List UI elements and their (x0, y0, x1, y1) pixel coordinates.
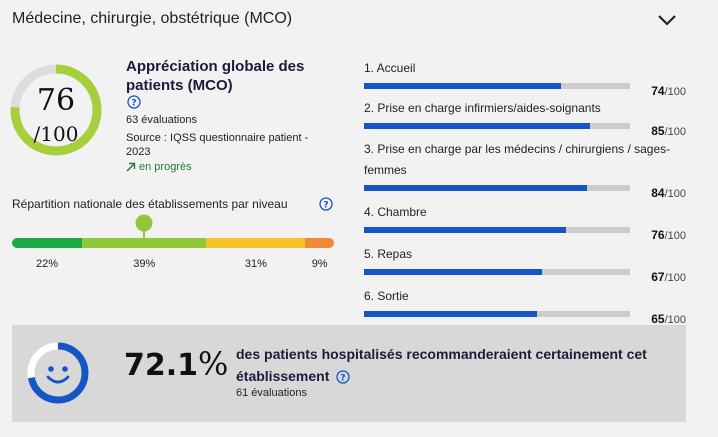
category-bar-fill (364, 185, 588, 191)
smiley-icon (27, 342, 89, 404)
level-marker-icon (135, 214, 153, 240)
category-row: 3. Prise en charge par les médecins / ch… (364, 139, 686, 200)
score-gauge-arc (10, 64, 102, 156)
distribution-label: 31% (244, 258, 267, 270)
global-score-max: /100 (33, 122, 79, 146)
category-label: 6. Sortie (364, 289, 409, 303)
svg-text:?: ? (323, 201, 328, 211)
help-icon[interactable]: ? (336, 370, 350, 384)
category-bar-fill (364, 311, 537, 317)
category-row: 2. Prise en charge infirmiers/aides-soig… (364, 98, 686, 138)
category-row: 1. Accueil 74/100 (364, 58, 686, 98)
category-label: 4. Chambre (364, 205, 427, 219)
category-bar-track (364, 227, 630, 233)
category-bar-fill (364, 83, 561, 89)
score-gauge (10, 64, 102, 156)
trend-badge: en progrès (126, 161, 192, 173)
distribution-segment (305, 238, 334, 248)
recommendation-evaluations: 61 évaluations (236, 387, 307, 399)
distribution-segment (12, 238, 83, 248)
category-row: 5. Repas 67/100 (364, 244, 686, 284)
category-score: 67/100 (651, 270, 686, 284)
category-label: 5. Repas (364, 247, 413, 261)
source-text: Source : IQSS questionnaire patient - 20… (126, 132, 309, 158)
trend-label: en progrès (139, 161, 192, 173)
chevron-down-icon[interactable] (656, 12, 678, 28)
global-title: Appréciation globale des patients (MCO) (126, 58, 305, 94)
category-label: 3. Prise en charge par les médecins / ch… (364, 142, 671, 177)
help-icon[interactable]: ? (319, 197, 333, 211)
category-label: 1. Accueil (364, 61, 416, 75)
recommendation-value: 72.1% (124, 345, 229, 383)
category-bar-fill (364, 269, 543, 275)
section-title: Médecine, chirurgie, obstétrique (MCO) (12, 10, 293, 27)
category-bar-track (364, 185, 630, 191)
category-bar-track (364, 83, 630, 89)
category-bar-fill (364, 227, 567, 233)
recommendation-gauge-arc (27, 342, 89, 404)
evaluation-count: 63 évaluations (126, 114, 197, 126)
distribution-segment (206, 238, 306, 248)
category-row: 4. Chambre 76/100 (364, 202, 686, 242)
category-bar-track (364, 269, 630, 275)
global-score: 76 (36, 83, 76, 118)
category-row: 6. Sortie 65/100 (364, 286, 686, 326)
distribution-segment (82, 238, 207, 248)
category-bar-track (364, 311, 630, 317)
category-score: 74/100 (651, 84, 686, 98)
trend-up-icon (126, 162, 136, 172)
category-score: 84/100 (651, 186, 686, 200)
category-score: 76/100 (651, 228, 686, 242)
distribution-label: 22% (36, 258, 59, 270)
recommendation-text: des patients hospitalisés recommanderaie… (236, 346, 647, 384)
accordion-header[interactable]: Médecine, chirurgie, obstétrique (MCO) (0, 0, 718, 40)
distribution-label: 9% (311, 258, 328, 270)
help-icon[interactable]: ? (127, 95, 141, 109)
distribution-label: 39% (133, 258, 156, 270)
recommendation-box: 72.1% des patients hospitalisés recomman… (12, 325, 686, 422)
category-bar-track (364, 123, 630, 129)
distribution-bar (12, 238, 334, 248)
distribution-title: Répartition nationale des établissements… (12, 197, 288, 211)
svg-text:?: ? (341, 374, 346, 384)
category-score: 65/100 (651, 312, 686, 326)
category-score: 85/100 (651, 124, 686, 138)
category-label: 2. Prise en charge infirmiers/aides-soig… (364, 101, 601, 115)
svg-text:?: ? (131, 99, 136, 109)
category-bar-fill (364, 123, 591, 129)
